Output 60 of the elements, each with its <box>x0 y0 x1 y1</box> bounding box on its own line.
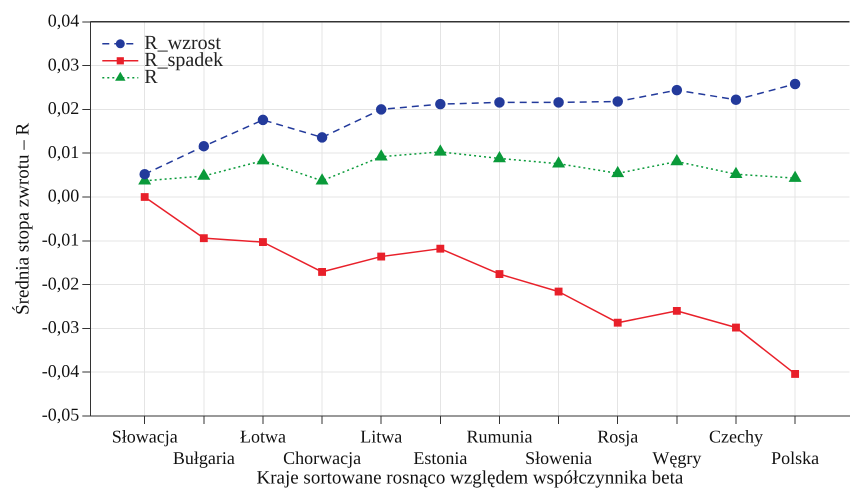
x-tick-label: Polska <box>771 448 820 468</box>
y-tick-label: 0,00 <box>48 186 80 206</box>
x-tick-label: Węgry <box>652 448 702 468</box>
point <box>554 288 563 296</box>
point <box>198 140 210 152</box>
y-tick-label: -0,05 <box>42 404 80 425</box>
point <box>494 97 505 108</box>
y-axis-title: Średnia stopa zwrotu – R <box>11 122 34 315</box>
point <box>612 96 623 107</box>
point <box>494 152 506 162</box>
point <box>436 244 444 253</box>
legend-label: R <box>144 66 158 88</box>
x-tick-label: Słowenia <box>525 448 592 468</box>
point <box>140 193 149 201</box>
y-tick-label: 0,01 <box>48 142 80 162</box>
x-tick-label: Bułgaria <box>172 448 235 468</box>
point <box>730 167 742 178</box>
y-tick-label: -0,03 <box>42 317 80 338</box>
point <box>318 268 326 276</box>
point <box>200 234 208 242</box>
y-tick-label: 0,04 <box>48 10 80 31</box>
x-tick-label: Estonia <box>413 448 468 468</box>
x-tick-label: Rumunia <box>466 426 532 447</box>
point <box>257 154 269 164</box>
point <box>376 104 386 115</box>
x-tick-label: Rosja <box>597 426 638 447</box>
y-tick-label: 0,02 <box>48 98 80 118</box>
point <box>139 168 150 180</box>
point <box>612 166 624 178</box>
point <box>672 84 682 96</box>
x-tick-label: Łotwa <box>240 426 286 447</box>
x-tick-label: Chorwacja <box>283 448 362 468</box>
y-tick-label: -0,02 <box>42 273 80 294</box>
point <box>732 324 740 332</box>
point <box>258 114 268 126</box>
x-tick-label: Słowacja <box>112 426 178 447</box>
point <box>670 154 683 166</box>
point <box>435 98 446 110</box>
point <box>789 171 802 182</box>
point <box>791 370 800 378</box>
point <box>316 174 328 185</box>
point <box>496 270 504 278</box>
point <box>375 150 388 160</box>
point <box>730 94 742 106</box>
x-tick-label: Litwa <box>360 426 402 447</box>
point <box>434 145 446 156</box>
y-tick-label: 0,03 <box>48 54 80 74</box>
point <box>198 169 210 180</box>
x-axis-title: Kraje sortowane rosnąco względem współczynnika beta <box>256 468 684 489</box>
point <box>316 132 328 143</box>
x-tick-label: Czechy <box>708 426 763 447</box>
point <box>552 156 565 168</box>
point <box>614 318 622 327</box>
point <box>790 78 800 90</box>
point <box>672 306 681 315</box>
y-tick-label: -0,01 <box>42 230 80 250</box>
point <box>553 97 564 108</box>
point <box>259 238 267 246</box>
point <box>377 252 386 260</box>
y-tick-label: -0,04 <box>42 360 80 381</box>
